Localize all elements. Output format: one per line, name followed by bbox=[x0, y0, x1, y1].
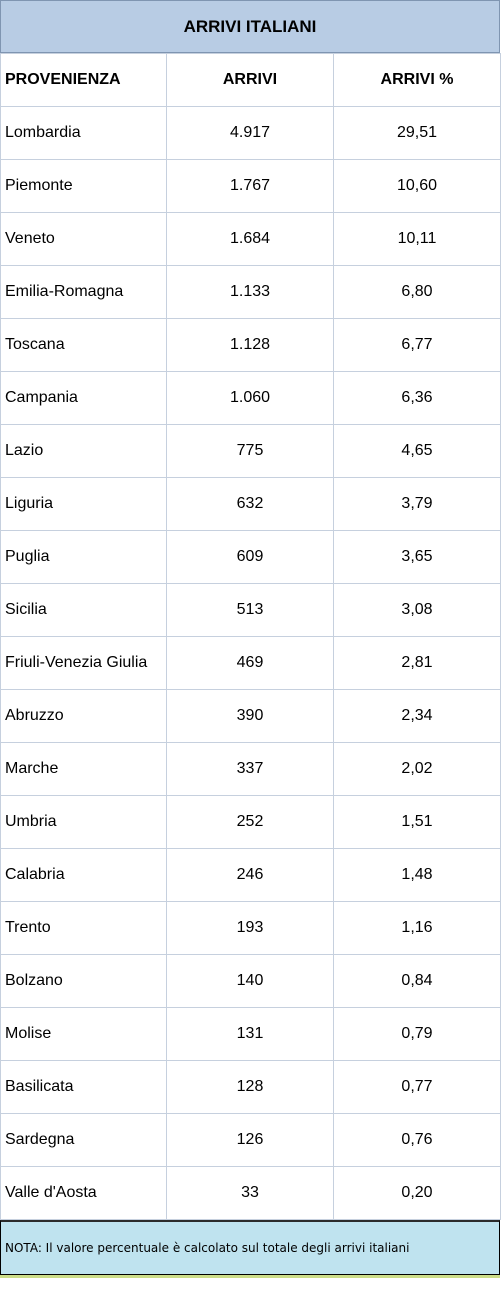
region-cell: Bolzano bbox=[0, 954, 167, 1008]
region-cell: Basilicata bbox=[0, 1060, 167, 1114]
region-cell: Sicilia bbox=[0, 583, 167, 637]
arrivi-pct-cell: 4,65 bbox=[333, 424, 501, 478]
arrivi-cell: 1.060 bbox=[166, 371, 334, 425]
table-row: Emilia-Romagna 1.133 6,80 bbox=[0, 265, 501, 319]
region-cell: Veneto bbox=[0, 212, 167, 266]
header-row: PROVENIENZA ARRIVI ARRIVI % bbox=[0, 53, 501, 107]
arrivi-cell: 390 bbox=[166, 689, 334, 743]
arrivi-cell: 775 bbox=[166, 424, 334, 478]
arrivi-pct-cell: 3,08 bbox=[333, 583, 501, 637]
region-cell: Sardegna bbox=[0, 1113, 167, 1167]
arrivi-pct-cell: 10,11 bbox=[333, 212, 501, 266]
arrivi-pct-cell: 1,16 bbox=[333, 901, 501, 955]
arrivi-pct-cell: 0,20 bbox=[333, 1166, 501, 1220]
region-cell: Friuli-Venezia Giulia bbox=[0, 636, 167, 690]
region-cell: Trento bbox=[0, 901, 167, 955]
arrivi-pct-cell: 3,79 bbox=[333, 477, 501, 531]
arrivi-cell: 4.917 bbox=[166, 106, 334, 160]
arrivi-cell: 469 bbox=[166, 636, 334, 690]
arrivi-pct-cell: 0,77 bbox=[333, 1060, 501, 1114]
arrivi-pct-cell: 3,65 bbox=[333, 530, 501, 584]
arrivi-pct-cell: 29,51 bbox=[333, 106, 501, 160]
region-cell: Emilia-Romagna bbox=[0, 265, 167, 319]
arrivi-cell: 632 bbox=[166, 477, 334, 531]
table-row: Marche 337 2,02 bbox=[0, 742, 501, 796]
table-row: Bolzano 140 0,84 bbox=[0, 954, 501, 1008]
arrivi-pct-cell: 1,48 bbox=[333, 848, 501, 902]
arrivi-cell: 193 bbox=[166, 901, 334, 955]
table-row: Veneto 1.684 10,11 bbox=[0, 212, 501, 266]
region-cell: Abruzzo bbox=[0, 689, 167, 743]
arrivi-pct-cell: 2,81 bbox=[333, 636, 501, 690]
table-row: Basilicata 128 0,77 bbox=[0, 1060, 501, 1114]
table-row: Piemonte 1.767 10,60 bbox=[0, 159, 501, 213]
table-row: Liguria 632 3,79 bbox=[0, 477, 501, 531]
arrivi-cell: 1.684 bbox=[166, 212, 334, 266]
header-provenienza: PROVENIENZA bbox=[0, 53, 167, 107]
arrivi-cell: 131 bbox=[166, 1007, 334, 1061]
region-cell: Marche bbox=[0, 742, 167, 796]
region-cell: Campania bbox=[0, 371, 167, 425]
region-cell: Liguria bbox=[0, 477, 167, 531]
bottom-border bbox=[0, 1275, 500, 1278]
arrivi-cell: 140 bbox=[166, 954, 334, 1008]
arrivi-cell: 609 bbox=[166, 530, 334, 584]
table-row: Campania 1.060 6,36 bbox=[0, 371, 501, 425]
arrivi-cell: 252 bbox=[166, 795, 334, 849]
region-cell: Toscana bbox=[0, 318, 167, 372]
table-row: Calabria 246 1,48 bbox=[0, 848, 501, 902]
table-row: Trento 193 1,16 bbox=[0, 901, 501, 955]
table-row: Sardegna 126 0,76 bbox=[0, 1113, 501, 1167]
table-row: Lombardia 4.917 29,51 bbox=[0, 106, 501, 160]
arrivi-cell: 246 bbox=[166, 848, 334, 902]
header-arrivi-pct: ARRIVI % bbox=[333, 53, 501, 107]
arrivi-pct-cell: 2,34 bbox=[333, 689, 501, 743]
arrivi-cell: 1.133 bbox=[166, 265, 334, 319]
region-cell: Puglia bbox=[0, 530, 167, 584]
table-row: Puglia 609 3,65 bbox=[0, 530, 501, 584]
arrivi-cell: 126 bbox=[166, 1113, 334, 1167]
region-cell: Valle d'Aosta bbox=[0, 1166, 167, 1220]
arrivals-table: PROVENIENZA ARRIVI ARRIVI % Lombardia 4.9… bbox=[0, 53, 501, 1220]
table-row: Lazio 775 4,65 bbox=[0, 424, 501, 478]
arrivi-pct-cell: 6,36 bbox=[333, 371, 501, 425]
arrivi-pct-cell: 2,02 bbox=[333, 742, 501, 796]
arrivi-cell: 1.767 bbox=[166, 159, 334, 213]
arrivi-pct-cell: 10,60 bbox=[333, 159, 501, 213]
region-cell: Umbria bbox=[0, 795, 167, 849]
footnote: NOTA: Il valore percentuale è calcolato … bbox=[0, 1220, 500, 1275]
table-row: Umbria 252 1,51 bbox=[0, 795, 501, 849]
arrivi-pct-cell: 1,51 bbox=[333, 795, 501, 849]
table-row: Molise 131 0,79 bbox=[0, 1007, 501, 1061]
table-title: ARRIVI ITALIANI bbox=[0, 0, 500, 53]
arrivi-cell: 33 bbox=[166, 1166, 334, 1220]
arrivi-cell: 337 bbox=[166, 742, 334, 796]
region-cell: Lazio bbox=[0, 424, 167, 478]
region-cell: Molise bbox=[0, 1007, 167, 1061]
table-row: Sicilia 513 3,08 bbox=[0, 583, 501, 637]
arrivi-cell: 513 bbox=[166, 583, 334, 637]
arrivi-cell: 1.128 bbox=[166, 318, 334, 372]
table-row: Abruzzo 390 2,34 bbox=[0, 689, 501, 743]
arrivi-pct-cell: 6,80 bbox=[333, 265, 501, 319]
region-cell: Calabria bbox=[0, 848, 167, 902]
table-body: Lombardia 4.917 29,51 Piemonte 1.767 10,60 Ven… bbox=[0, 106, 501, 1220]
arrivi-pct-cell: 0,76 bbox=[333, 1113, 501, 1167]
arrivi-pct-cell: 6,77 bbox=[333, 318, 501, 372]
arrivi-pct-cell: 0,79 bbox=[333, 1007, 501, 1061]
table-row: Valle d'Aosta 33 0,20 bbox=[0, 1166, 501, 1220]
region-cell: Lombardia bbox=[0, 106, 167, 160]
arrivi-pct-cell: 0,84 bbox=[333, 954, 501, 1008]
arrivi-cell: 128 bbox=[166, 1060, 334, 1114]
region-cell: Piemonte bbox=[0, 159, 167, 213]
header-arrivi: ARRIVI bbox=[166, 53, 334, 107]
table-row: Toscana 1.128 6,77 bbox=[0, 318, 501, 372]
table-row: Friuli-Venezia Giulia 469 2,81 bbox=[0, 636, 501, 690]
